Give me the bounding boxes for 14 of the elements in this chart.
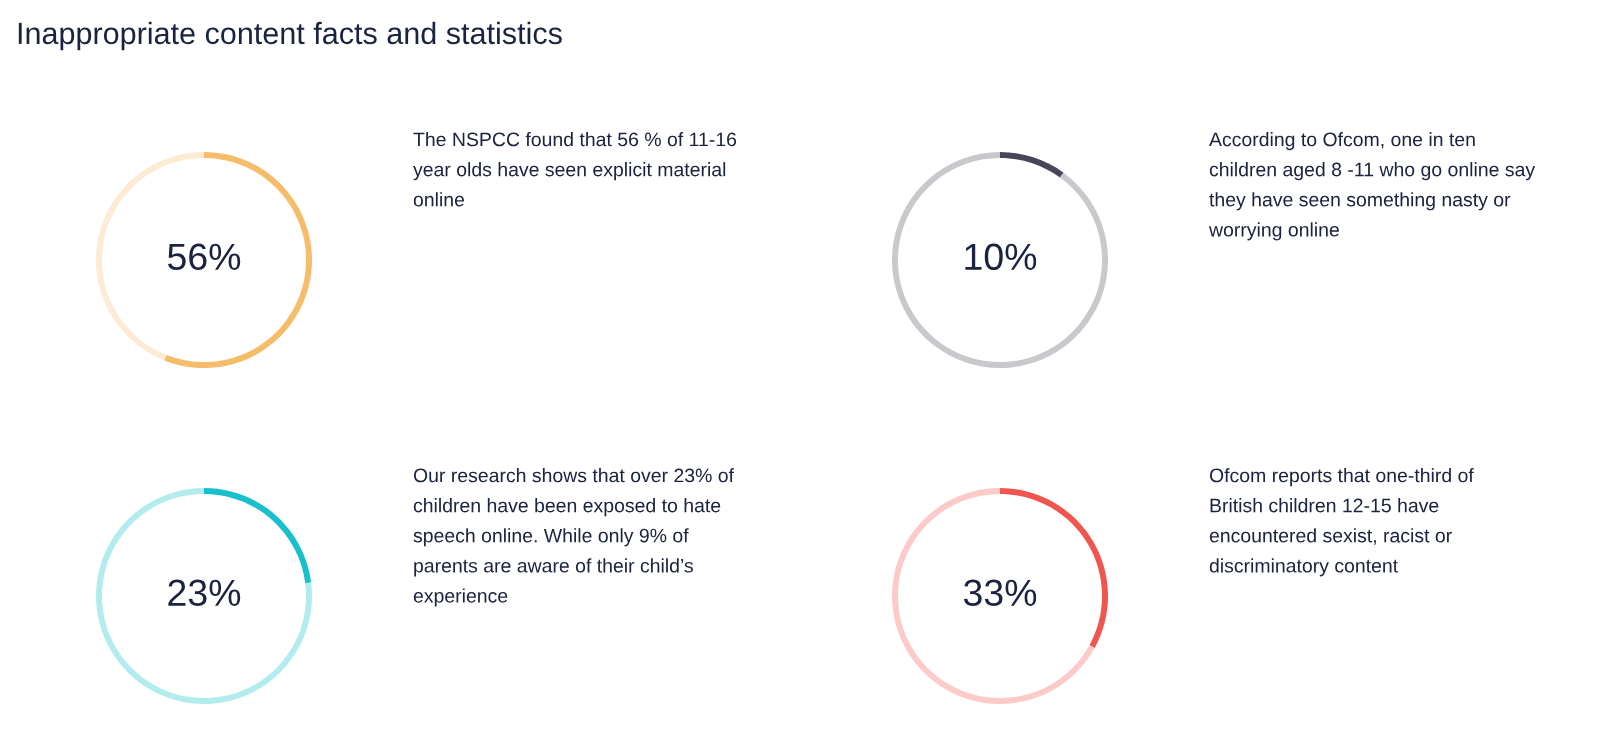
donut-slice — [1000, 152, 1064, 178]
donut-slice — [892, 488, 1095, 704]
text: Our research shows that over 23% of children have been exposed to hate speech online. While only 9% of parents are aware of their child’s experience — [413, 468, 735, 607]
donut-slice — [892, 152, 1108, 368]
text: 56% — [167, 243, 241, 271]
chart-title: Inappropriate content facts and statistics — [18, 21, 562, 51]
text: The NSPCC found that 56 % of 11-16 year olds have seen explicit material online — [413, 132, 737, 207]
donut-slice — [96, 488, 312, 704]
text: 23% — [168, 579, 241, 607]
text: Ofcom reports that one-third of British children 12-15 have encountered sexist, racist or discriminatory content — [1209, 468, 1474, 577]
text: 33% — [963, 579, 1037, 607]
donut-slice — [164, 152, 312, 368]
text: According to Ofcom, one in ten children aged 8 -11 who go online say they have seen something nasty or worrying online — [1208, 132, 1536, 241]
text: 10% — [965, 243, 1037, 271]
